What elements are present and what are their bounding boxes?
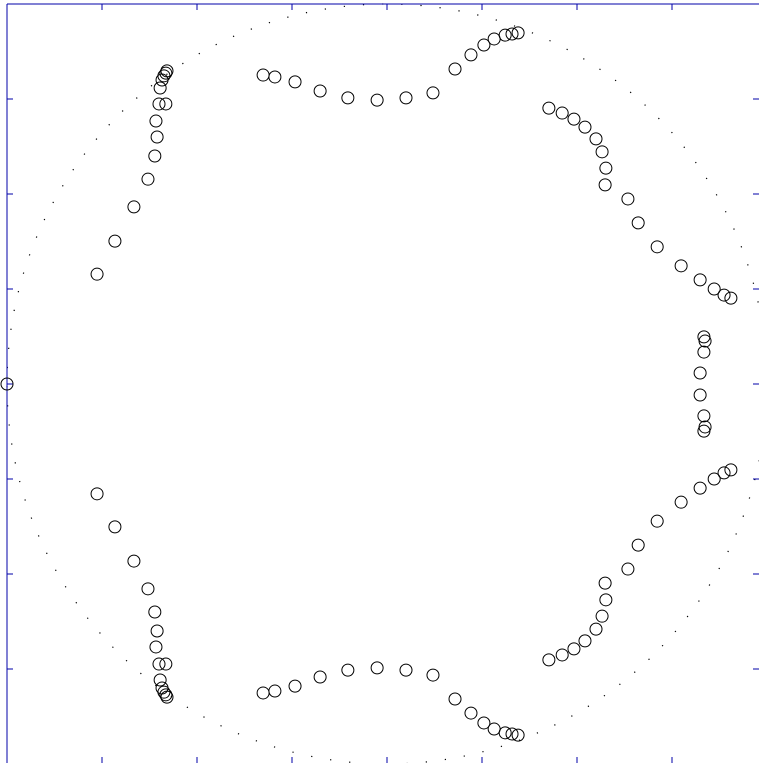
point — [108, 520, 122, 534]
point — [498, 28, 512, 42]
point — [141, 172, 155, 186]
point — [697, 409, 711, 423]
point — [693, 388, 707, 402]
point — [268, 70, 282, 84]
point — [127, 554, 141, 568]
point — [578, 634, 592, 648]
point — [555, 106, 569, 120]
point — [578, 120, 592, 134]
point — [505, 727, 519, 741]
point — [127, 200, 141, 214]
point — [288, 679, 302, 693]
point — [717, 288, 731, 302]
point — [150, 130, 164, 144]
point — [268, 684, 282, 698]
point — [0, 377, 14, 391]
point — [152, 97, 166, 111]
point — [631, 538, 645, 552]
point — [153, 673, 167, 687]
point — [707, 282, 721, 296]
point — [90, 487, 104, 501]
point — [717, 466, 731, 480]
point — [697, 424, 711, 438]
point — [313, 670, 327, 684]
point — [498, 726, 512, 740]
point — [542, 653, 556, 667]
point — [256, 686, 270, 700]
point — [674, 495, 688, 509]
point — [313, 84, 327, 98]
unit-circle — [6, 3, 759, 763]
point — [159, 688, 173, 702]
point — [693, 273, 707, 287]
point — [153, 81, 167, 95]
point — [160, 690, 174, 704]
point — [621, 192, 635, 206]
point — [341, 663, 355, 677]
point — [256, 68, 270, 82]
point — [698, 420, 712, 434]
point — [650, 240, 664, 254]
point — [542, 101, 556, 115]
point — [599, 161, 613, 175]
point — [595, 609, 609, 623]
point — [599, 593, 613, 607]
point — [464, 706, 478, 720]
point — [697, 330, 711, 344]
point — [159, 66, 173, 80]
point — [707, 472, 721, 486]
point — [288, 75, 302, 89]
point — [152, 657, 166, 671]
point — [511, 26, 525, 40]
point — [148, 605, 162, 619]
point — [149, 114, 163, 128]
point — [150, 624, 164, 638]
point — [589, 132, 603, 146]
point — [697, 345, 711, 359]
point — [159, 97, 173, 111]
point — [487, 32, 501, 46]
point — [650, 514, 664, 528]
point — [698, 334, 712, 348]
point — [448, 62, 462, 76]
point — [487, 722, 501, 736]
point — [108, 234, 122, 248]
point — [477, 716, 491, 730]
point — [724, 291, 738, 305]
point — [370, 661, 384, 675]
point — [399, 663, 413, 677]
point — [631, 216, 645, 230]
point — [370, 93, 384, 107]
point — [511, 728, 525, 742]
point — [464, 48, 478, 62]
point — [426, 668, 440, 682]
point — [595, 145, 609, 159]
point — [674, 259, 688, 273]
point — [724, 463, 738, 477]
point — [598, 576, 612, 590]
point — [621, 562, 635, 576]
point — [693, 481, 707, 495]
point — [159, 657, 173, 671]
point — [693, 366, 707, 380]
point — [505, 27, 519, 41]
point — [555, 648, 569, 662]
point — [426, 86, 440, 100]
point — [598, 178, 612, 192]
point — [160, 64, 174, 78]
point — [477, 38, 491, 52]
point — [141, 582, 155, 596]
point — [399, 91, 413, 105]
point — [90, 267, 104, 281]
point — [567, 112, 581, 126]
point — [567, 642, 581, 656]
point — [148, 149, 162, 163]
point — [149, 640, 163, 654]
point — [448, 692, 462, 706]
point — [589, 622, 603, 636]
point — [341, 91, 355, 105]
